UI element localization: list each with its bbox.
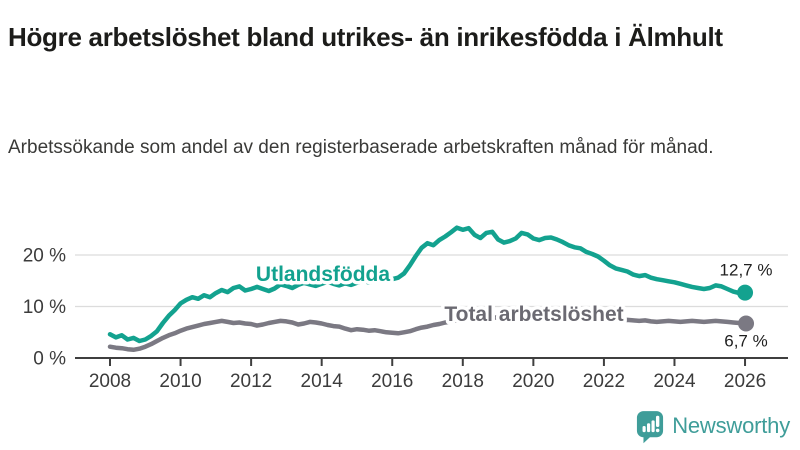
y-tick-label: 10 % — [23, 297, 66, 318]
utlandsfodda-end-dot — [737, 284, 754, 301]
chart-subtitle: Arbetssökande som andel av den registerb… — [8, 137, 714, 158]
bar-chart-speech-bubble-icon — [637, 410, 664, 443]
x-tick-label: 2018 — [442, 371, 484, 392]
y-tick-label: 20 % — [23, 246, 66, 267]
newsworthy-branding: Newsworthy — [636, 408, 790, 444]
x-tick-label: 2022 — [583, 371, 625, 392]
y-axis-labels: 0 % 10 % 20 % — [23, 246, 66, 370]
y-tick-label: 0 % — [33, 349, 66, 370]
total-end-value: 6,7 % — [724, 331, 767, 350]
x-tick-label: 2020 — [512, 371, 554, 392]
x-tick-label: 2012 — [230, 371, 272, 392]
newsworthy-wordmark: Newsworthy — [672, 413, 790, 438]
utlandsfodda-end-value: 12,7 % — [720, 261, 773, 280]
x-tick-label: 2026 — [724, 371, 766, 392]
page-title: Högre arbetslöshet bland utrikes- än inr… — [8, 22, 723, 53]
x-tick-label: 2024 — [653, 371, 696, 392]
total-series-label: Total arbetslöshet — [444, 303, 623, 326]
total-end-dot — [738, 315, 755, 332]
gridlines — [75, 254, 788, 308]
utlandsfodda-line — [107, 225, 748, 344]
unemployment-line-chart: 2008 2010 2012 2014 2016 2018 2020 2022 2024 2026… — [23, 225, 788, 392]
x-tick-label: 2014 — [301, 371, 344, 392]
x-tick-label: 2008 — [89, 371, 131, 392]
utlandsfodda-series-label: Utlandsfödda — [256, 263, 390, 286]
x-tick-label: 2016 — [371, 371, 413, 392]
total-arbetsloshet-line — [107, 312, 748, 353]
x-tick-label: 2010 — [159, 371, 201, 392]
x-axis: 2008 2010 2012 2014 2016 2018 2020 2022 2024 2026 — [75, 357, 788, 392]
